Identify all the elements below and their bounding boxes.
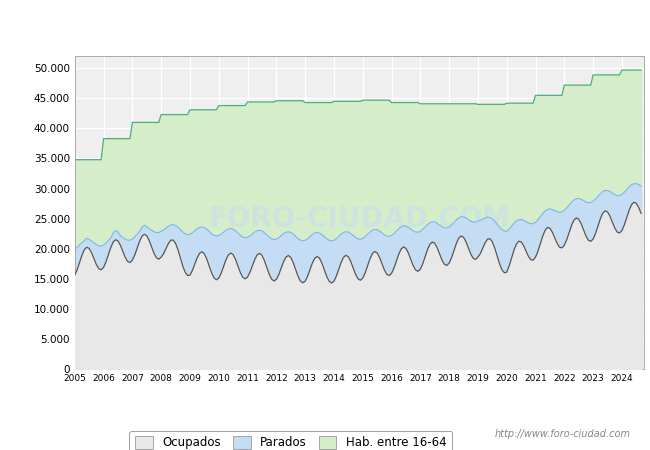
Legend: Ocupados, Parados, Hab. entre 16-64: Ocupados, Parados, Hab. entre 16-64 xyxy=(129,431,452,450)
Text: Estepona - Evolucion de la poblacion en edad de Trabajar Septiembre de 2024: Estepona - Evolucion de la poblacion en … xyxy=(63,17,587,30)
Text: http://www.foro-ciudad.com: http://www.foro-ciudad.com xyxy=(495,429,630,439)
Text: FORO-CIUDAD.COM: FORO-CIUDAD.COM xyxy=(208,205,510,233)
